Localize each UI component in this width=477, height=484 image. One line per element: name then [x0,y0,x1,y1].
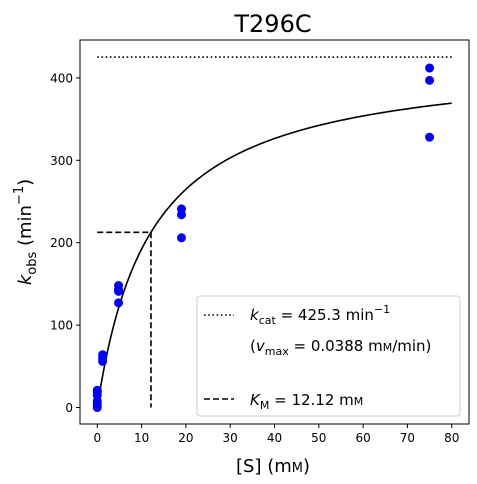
y-tick-label: 400 [50,71,73,85]
data-point [92,385,102,395]
y-tick-label: 300 [50,154,73,168]
chart-title: T296C [233,10,311,38]
data-point [114,298,124,308]
data-point [425,132,435,142]
plot-area: 0 10 20 30 40 50 60 70 80 0 100 200 300 400 [50,39,470,445]
legend-km-label: KM = 12.12 mm [250,391,363,412]
x-tick-label: 70 [400,431,415,445]
legend: kcat = 425.3 min−1 (vmax = 0.0388 mm/min… [196,295,461,417]
x-axis-label: [S] (mm) [236,456,310,477]
data-point [176,204,186,214]
data-point [176,233,186,243]
y-tick-label: 0 [65,401,73,415]
y-tick-label: 200 [50,236,73,250]
data-point [425,75,435,85]
x-tick-label: 0 [93,431,101,445]
x-tick-label: 50 [311,431,326,445]
x-tick-label: 80 [444,431,459,445]
legend-kcat-label: kcat = 425.3 min−1 [250,303,390,327]
data-point [98,350,108,360]
fit-curve [96,102,452,408]
legend-vmax-label: (vmax = 0.0388 mm/min) [250,337,431,358]
y-tick-label: 100 [50,319,73,333]
data-point [114,281,124,291]
data-point [425,63,435,73]
y-axis-label: kobs (min−1) [12,179,40,285]
x-tick-label: 30 [223,431,238,445]
x-tick-label: 40 [267,431,282,445]
x-tick-label: 20 [178,431,193,445]
x-tick-label: 60 [355,431,370,445]
legend-frame [196,295,461,417]
x-tick-label: 10 [134,431,149,445]
